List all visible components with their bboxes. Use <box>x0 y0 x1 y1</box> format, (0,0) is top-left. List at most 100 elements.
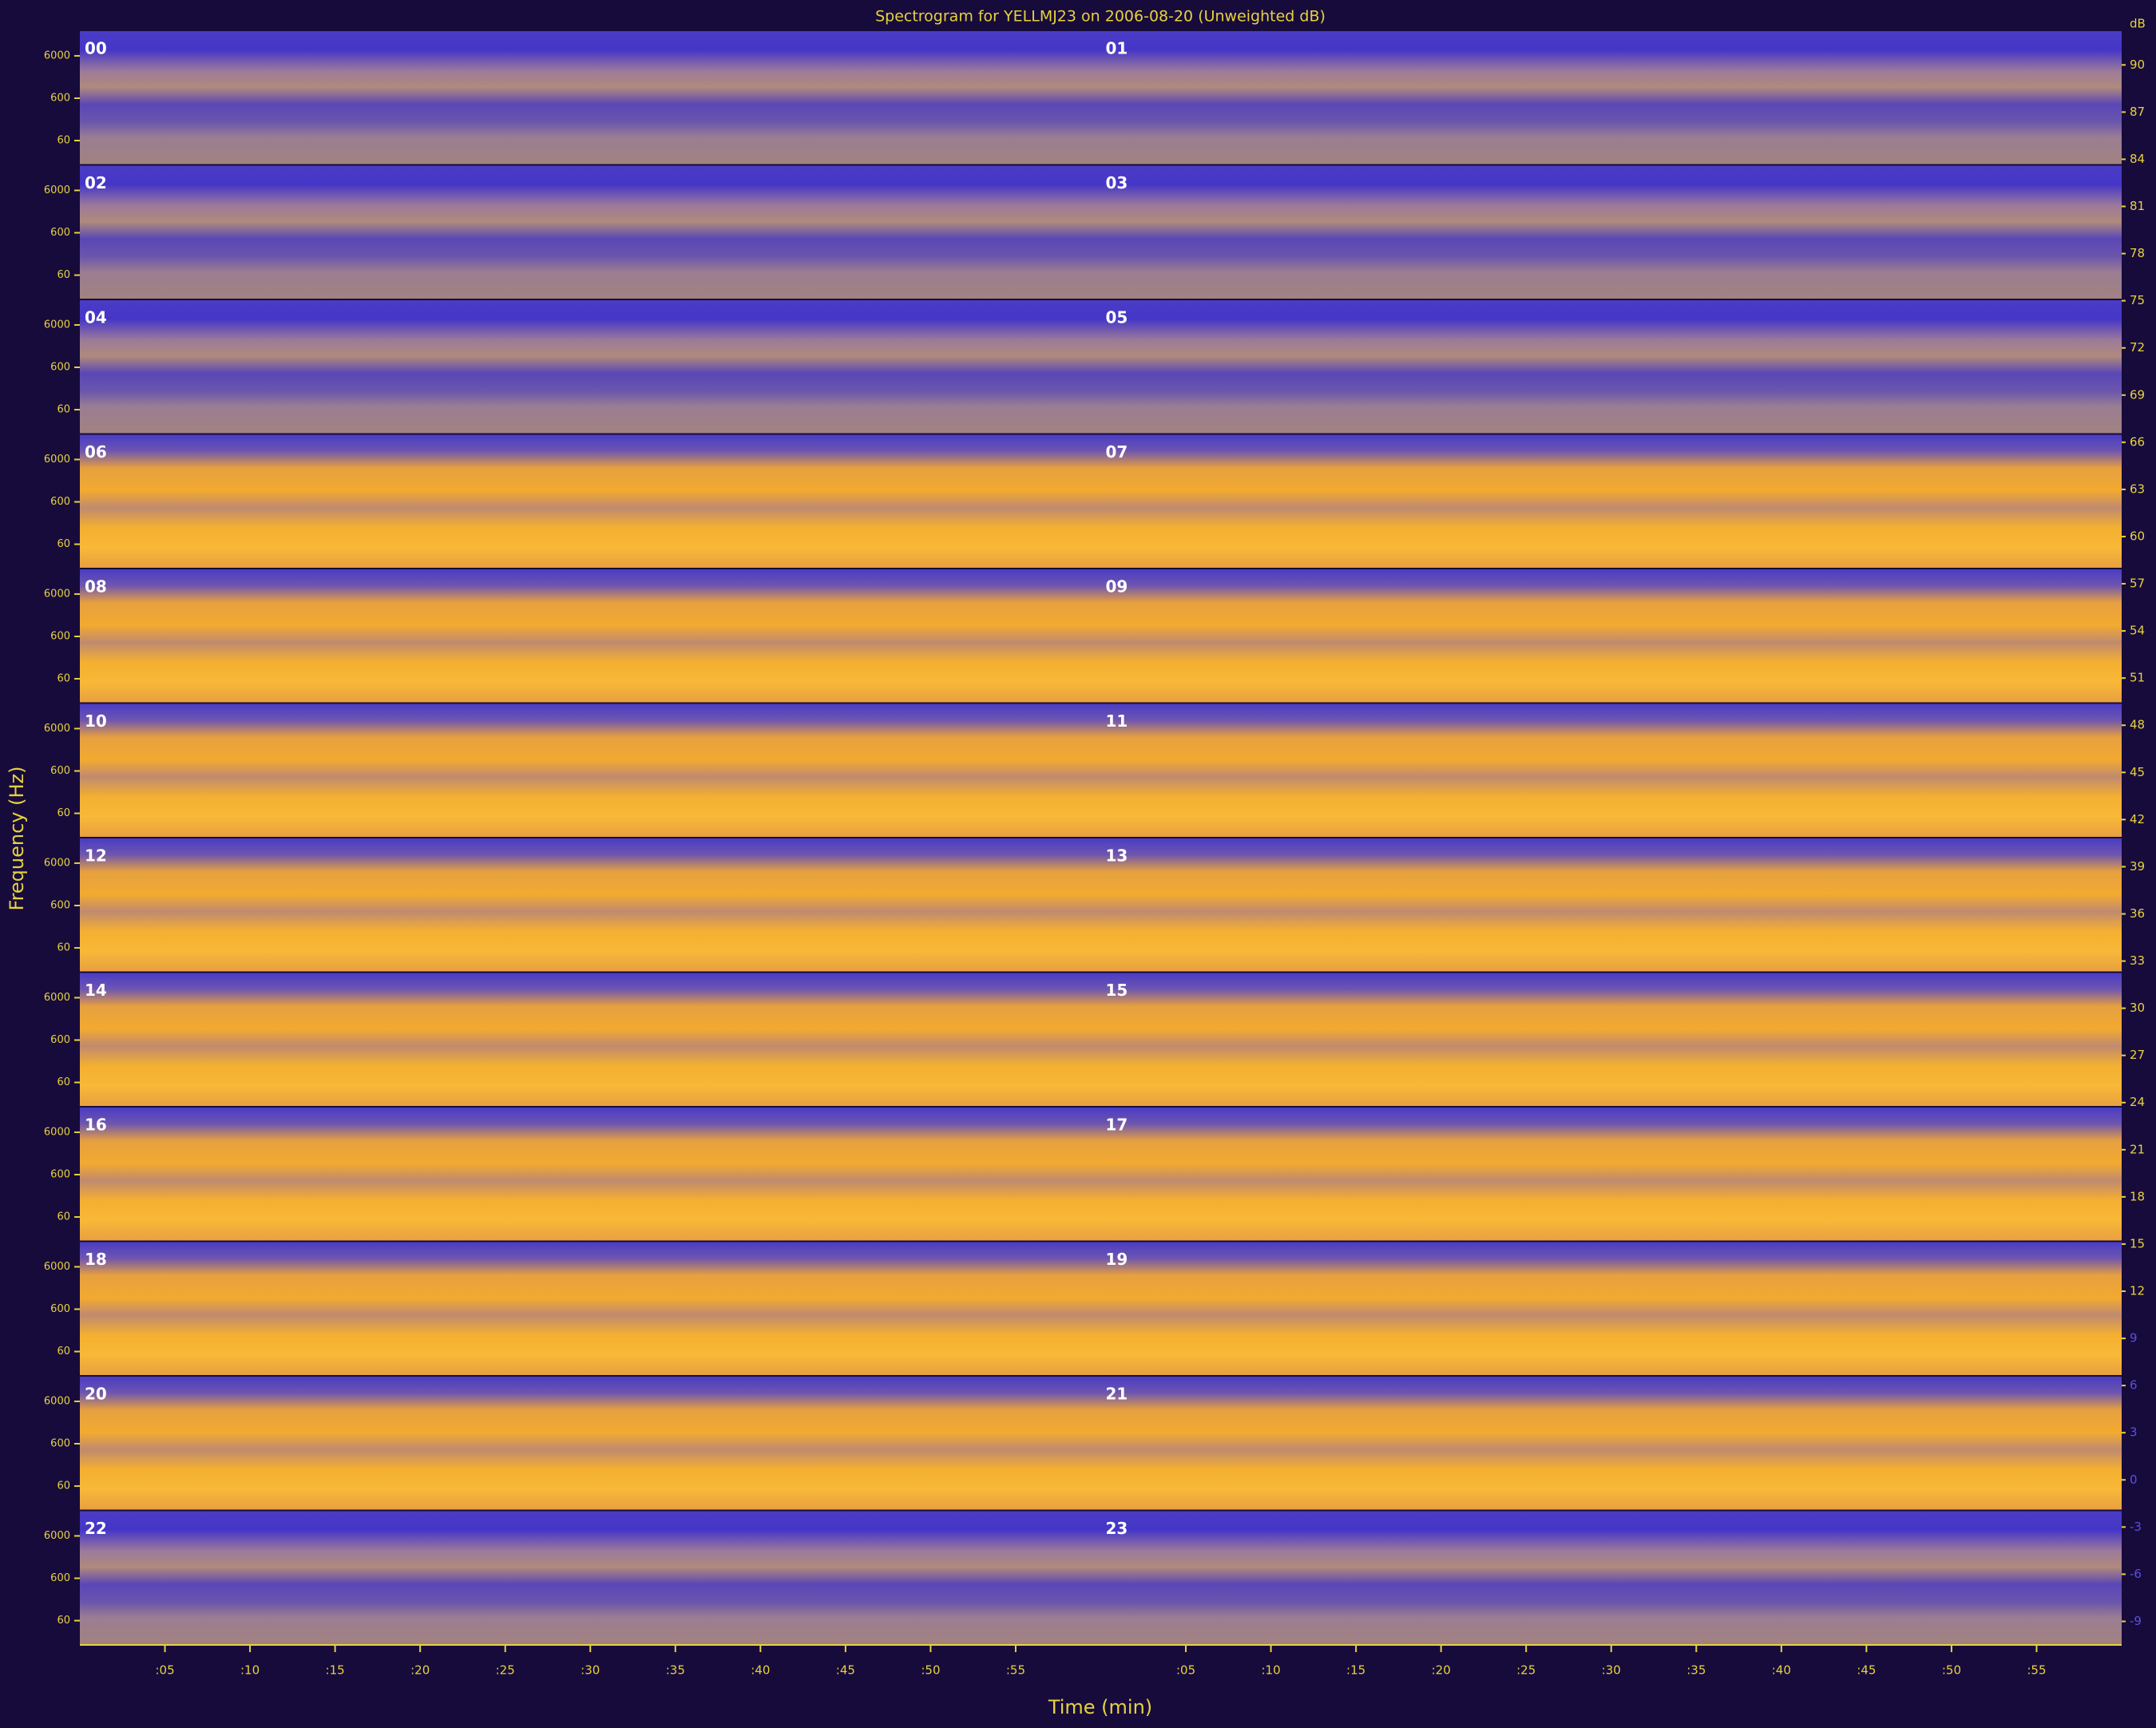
spectrogram-panel <box>1100 838 2122 972</box>
panel-label: 07 <box>1106 442 1128 462</box>
y-tick-label: 60 <box>57 1211 70 1223</box>
panel-label: 06 <box>85 442 107 462</box>
colorbar-tick-label: 51 <box>2130 671 2145 685</box>
panel-label: 00 <box>85 39 107 58</box>
y-tick-label: 60 <box>57 1480 70 1492</box>
y-tick-label: 6000 <box>44 1261 70 1273</box>
spectrogram-panel <box>1100 1377 2122 1510</box>
panel-label: 04 <box>85 308 107 327</box>
colorbar-tick-label: 42 <box>2130 812 2145 826</box>
panel-label: 17 <box>1106 1116 1128 1135</box>
x-tick-label: :35 <box>666 1663 685 1678</box>
x-tick-label: :40 <box>1772 1663 1791 1678</box>
x-tick-label: :35 <box>1686 1663 1706 1678</box>
y-tick-label: 6000 <box>44 723 70 735</box>
colorbar-tick-label: 18 <box>2130 1189 2145 1203</box>
colorbar-tick-label: 69 <box>2130 387 2145 402</box>
spectrogram-panel <box>1100 973 2122 1106</box>
y-tick-label: 60 <box>57 807 70 819</box>
colorbar-tick-label: -9 <box>2130 1614 2142 1628</box>
panel-label: 15 <box>1106 981 1128 1000</box>
x-tick-label: :30 <box>581 1663 600 1678</box>
panel-label: 09 <box>1106 577 1128 596</box>
x-tick-label: :15 <box>1346 1663 1365 1678</box>
y-tick-label: 6000 <box>44 184 70 196</box>
y-tick-label: 600 <box>50 496 70 508</box>
panel-label: 01 <box>1106 39 1128 58</box>
panel-label: 18 <box>85 1250 107 1269</box>
y-tick-label: 600 <box>50 765 70 777</box>
spectrogram-panel <box>80 973 1101 1106</box>
y-tick-label: 6000 <box>44 857 70 869</box>
y-tick-label: 60 <box>57 135 70 147</box>
y-tick-label: 600 <box>50 1303 70 1315</box>
colorbar-tick-label: 78 <box>2130 246 2145 260</box>
spectrogram-panel <box>1100 1511 2122 1644</box>
x-tick-label: :10 <box>240 1663 260 1678</box>
panel-label: 19 <box>1106 1250 1128 1269</box>
colorbar-tick-label: 87 <box>2130 105 2145 119</box>
panel-label: 02 <box>85 173 107 192</box>
x-tick-label: :55 <box>2027 1663 2046 1678</box>
panel-label: 22 <box>85 1519 107 1538</box>
panel-label: 20 <box>85 1385 107 1404</box>
y-tick-label: 6000 <box>44 319 70 331</box>
colorbar-tick-label: 12 <box>2130 1284 2145 1298</box>
spectrogram-panel <box>80 1242 1101 1375</box>
panel-label: 05 <box>1106 308 1128 327</box>
spectrogram-panel <box>80 31 1101 164</box>
y-tick-label: 600 <box>50 92 70 104</box>
colorbar-tick-label: 45 <box>2130 765 2145 779</box>
colorbar-tick-label: 6 <box>2130 1378 2138 1393</box>
y-axis-label: Frequency (Hz) <box>6 767 28 911</box>
panel-label: 13 <box>1106 846 1128 866</box>
y-tick-label: 6000 <box>44 50 70 61</box>
spectrogram-panel <box>1100 31 2122 164</box>
x-tick-label: :05 <box>1176 1663 1195 1678</box>
spectrogram-panel <box>80 165 1101 299</box>
y-tick-label: 6000 <box>44 1530 70 1542</box>
colorbar-tick-label: 57 <box>2130 577 2145 591</box>
panel-label: 11 <box>1106 711 1128 731</box>
colorbar-tick-label: 3 <box>2130 1425 2138 1440</box>
colorbar-tick-label: -3 <box>2130 1520 2142 1534</box>
x-tick-label: :10 <box>1262 1663 1281 1678</box>
spectrogram-panel <box>80 1108 1101 1241</box>
x-tick-label: :05 <box>155 1663 174 1678</box>
y-tick-label: 6000 <box>44 1395 70 1407</box>
x-tick-label: :15 <box>326 1663 345 1678</box>
spectrogram-panel <box>1100 569 2122 703</box>
spectrogram-panel <box>1100 1242 2122 1375</box>
colorbar-tick-label: 27 <box>2130 1048 2145 1062</box>
spectrogram-panel <box>1100 703 2122 837</box>
colorbar-tick-label: -6 <box>2130 1567 2142 1581</box>
y-tick-label: 600 <box>50 1168 70 1180</box>
y-tick-label: 60 <box>57 538 70 550</box>
y-tick-label: 600 <box>50 630 70 642</box>
x-axis-label: Time (min) <box>1048 1696 1152 1718</box>
panel-label: 23 <box>1106 1519 1128 1538</box>
x-tick-label: :40 <box>751 1663 770 1678</box>
y-tick-label: 60 <box>57 673 70 685</box>
spectrogram-panel <box>80 569 1101 703</box>
y-tick-label: 600 <box>50 361 70 373</box>
colorbar-tick-label: 60 <box>2130 529 2145 543</box>
x-tick-label: :25 <box>496 1663 515 1678</box>
colorbar-tick-label: 30 <box>2130 1001 2145 1015</box>
chart-title: Spectrogram for YELLMJ23 on 2006-08-20 (… <box>875 8 1326 26</box>
colorbar-tick-label: 63 <box>2130 482 2145 496</box>
x-tick-label: :50 <box>921 1663 940 1678</box>
y-tick-label: 6000 <box>44 992 70 1004</box>
colorbar-tick-label: 36 <box>2130 906 2145 921</box>
colorbar-tick-label: 21 <box>2130 1142 2145 1156</box>
panel-label: 21 <box>1106 1385 1128 1404</box>
y-tick-label: 600 <box>50 1572 70 1584</box>
y-tick-label: 6000 <box>44 454 70 466</box>
y-tick-label: 6000 <box>44 1126 70 1138</box>
x-tick-label: :25 <box>1516 1663 1536 1678</box>
panel-label: 14 <box>85 981 107 1000</box>
panel-label: 03 <box>1106 173 1128 192</box>
panel-label: 10 <box>85 711 107 731</box>
colorbar-tick-label: 9 <box>2130 1331 2138 1346</box>
